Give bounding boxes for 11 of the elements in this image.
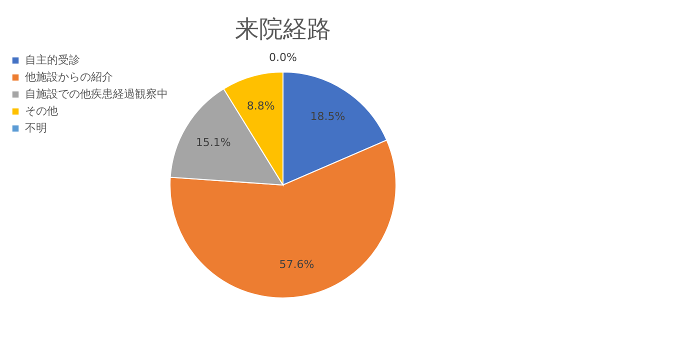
data-label: 15.1% bbox=[196, 136, 231, 149]
legend-label: 不明 bbox=[25, 122, 47, 134]
legend-label: その他 bbox=[25, 104, 58, 118]
text: 0.0% bbox=[269, 51, 297, 64]
chart-title: 来院経路 bbox=[235, 15, 331, 43]
data-label: 18.5% bbox=[310, 110, 346, 123]
data-label: 57.6% bbox=[279, 258, 314, 272]
legend-label: 他施設からの紹介 bbox=[25, 70, 113, 84]
data-label: 8.8% bbox=[246, 100, 275, 113]
legend-label: 自施設での他疾患経過観察中 bbox=[25, 88, 168, 100]
legend-label: 自主的受診 bbox=[25, 54, 80, 66]
